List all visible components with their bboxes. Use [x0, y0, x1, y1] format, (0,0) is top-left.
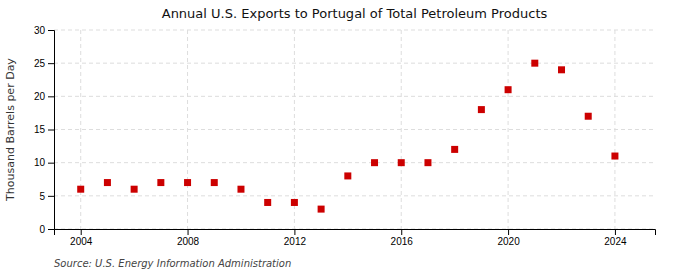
x-axis-line [55, 230, 656, 236]
y-grid-line [54, 162, 655, 163]
point [585, 113, 592, 120]
point [398, 159, 405, 166]
point [264, 199, 271, 206]
y-tick-label: 25 [34, 58, 46, 69]
x-tick-label: 2004 [70, 236, 93, 247]
y-tick-mark [48, 63, 54, 64]
y-axis: 0 5 10 15 20 25 30 [34, 25, 55, 235]
point [451, 146, 458, 153]
x-grid-line [508, 30, 509, 229]
point [104, 179, 111, 186]
y-grid-line [54, 63, 655, 64]
x-tick: 2008 [177, 229, 200, 247]
grid [54, 30, 655, 229]
y-tick: 10 [34, 157, 54, 168]
point [344, 172, 351, 179]
x-tick-mark [401, 229, 402, 235]
point [558, 66, 565, 73]
y-grid-line [54, 195, 655, 196]
point [211, 179, 218, 186]
y-tick-label: 5 [39, 191, 45, 202]
x-grid-line [614, 30, 615, 229]
y-tick-label: 10 [34, 157, 46, 168]
y-grid-line [54, 96, 655, 97]
y-tick-label: 30 [34, 25, 46, 36]
y-axis-line [48, 31, 55, 230]
x-tick-label: 2008 [177, 236, 200, 247]
x-tick: 2020 [497, 229, 520, 247]
point [184, 179, 191, 186]
point [291, 199, 298, 206]
y-tick-mark [48, 196, 54, 197]
title: Annual U.S. Exports to Portugal of Total… [162, 6, 548, 21]
point [478, 106, 485, 113]
x-grid-line [80, 30, 81, 229]
x-tick-mark [188, 229, 189, 235]
x-tick: 2016 [391, 229, 414, 247]
y-tick: 15 [34, 124, 54, 135]
x-grid-line [187, 30, 188, 229]
y-tick-label: 0 [39, 224, 45, 235]
points [77, 60, 618, 213]
x-tick-mark [615, 229, 616, 235]
x-tick-label: 2012 [284, 236, 307, 247]
y-tick: 20 [34, 91, 54, 102]
x-tick-label: 2020 [497, 236, 520, 247]
source-note: Source: U.S. Energy Information Administ… [54, 258, 291, 269]
x-tick-label: 2024 [604, 236, 627, 247]
point [318, 206, 325, 213]
y-tick-mark [48, 163, 54, 164]
x-axis: 2004 2008 2012 2016 2020 2024 [55, 229, 656, 247]
point [77, 186, 84, 193]
y-grid-line [54, 30, 655, 31]
y-tick-mark [48, 130, 54, 131]
chart: 2004 2008 2012 2016 2020 2024 0 5 10 15 20 25 30 Annu… [0, 0, 675, 275]
x-tick: 2004 [70, 229, 93, 247]
y-tick: 0 [39, 224, 54, 235]
y-tick-mark [48, 96, 54, 97]
x-tick: 2024 [604, 229, 627, 247]
y-tick-label: 15 [34, 124, 46, 135]
point [611, 153, 618, 160]
y-tick-mark [48, 30, 54, 31]
y-grid-line [54, 129, 655, 130]
point [131, 186, 138, 193]
x-tick-label: 2016 [391, 236, 414, 247]
y-tick: 25 [34, 58, 54, 69]
x-tick-mark [294, 229, 295, 235]
point [424, 159, 431, 166]
y-tick: 5 [39, 191, 54, 202]
y-tick: 30 [34, 25, 54, 36]
plot: 2004 2008 2012 2016 2020 2024 0 5 10 15 20 25 30 [34, 25, 656, 247]
point [371, 159, 378, 166]
x-tick-mark [81, 229, 82, 235]
x-tick-mark [508, 229, 509, 235]
point [531, 60, 538, 67]
point [505, 86, 512, 93]
y-axis-title: Thousand Barrels per Day [4, 58, 17, 202]
y-tick-mark [48, 229, 54, 230]
point [157, 179, 164, 186]
x-tick: 2012 [284, 229, 307, 247]
y-tick-label: 20 [34, 91, 46, 102]
x-grid-line [401, 30, 402, 229]
point [237, 186, 244, 193]
